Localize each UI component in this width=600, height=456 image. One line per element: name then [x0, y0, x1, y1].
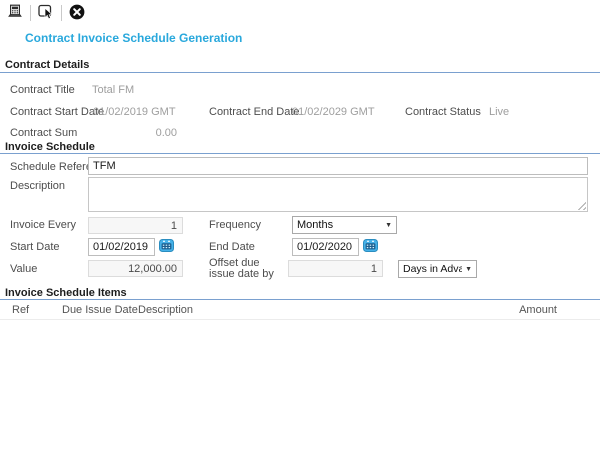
- start-date-input[interactable]: [88, 238, 155, 256]
- chevron-down-icon: ▼: [465, 265, 472, 273]
- section-header-invoice-schedule: Invoice Schedule: [5, 141, 95, 153]
- frequency-selected-value: Months: [297, 219, 334, 231]
- contract-status-value: Live: [489, 106, 510, 118]
- calendar-icon: [158, 239, 174, 255]
- contract-title-label: Contract Title: [10, 84, 75, 96]
- select-mode-button[interactable]: [35, 4, 57, 22]
- table-header-divider: [0, 319, 600, 320]
- contract-status-label: Contract Status: [405, 106, 481, 118]
- calendar-icon: [362, 239, 378, 255]
- end-date-calendar-button[interactable]: [362, 239, 378, 253]
- toolbar-separator: [61, 5, 62, 21]
- textarea-resize-handle[interactable]: [577, 201, 586, 210]
- chevron-down-icon: ▼: [385, 221, 392, 229]
- section-header-contract-details: Contract Details: [5, 59, 90, 71]
- value-label: Value: [10, 263, 38, 275]
- column-header-amount: Amount: [519, 304, 557, 316]
- column-header-description: Description: [138, 304, 194, 316]
- calculator-icon: [6, 3, 24, 23]
- contract-sum-label: Contract Sum: [10, 127, 78, 139]
- contract-start-date-label: Contract Start Date: [10, 106, 105, 118]
- description-label: Description: [10, 180, 66, 192]
- value-input[interactable]: [88, 260, 183, 277]
- offset-unit-selected-value: Days in Advance: [403, 263, 463, 275]
- contract-sum-value: 0.00: [155, 127, 177, 139]
- invoice-every-input[interactable]: [88, 217, 183, 234]
- frequency-label: Frequency: [209, 219, 261, 231]
- generate-schedule-button[interactable]: [4, 4, 26, 22]
- column-header-ref: Ref: [12, 304, 30, 316]
- end-date-input[interactable]: [292, 238, 359, 256]
- section-header-invoice-schedule-items: Invoice Schedule Items: [5, 287, 127, 299]
- schedule-reference-label: Schedule Reference: [10, 161, 110, 173]
- start-date-label: Start Date: [10, 241, 60, 253]
- section-divider: [0, 153, 600, 154]
- contract-end-date-label: Contract End Date: [209, 106, 300, 118]
- toolbar-separator: [30, 5, 31, 21]
- close-button[interactable]: [66, 4, 88, 22]
- invoice-every-label: Invoice Every: [10, 219, 77, 231]
- schedule-reference-input[interactable]: [88, 157, 588, 175]
- contract-end-date-value: 01/02/2029 GMT: [292, 106, 375, 118]
- section-divider: [0, 299, 600, 300]
- contract-title-value: Total FM: [92, 84, 135, 96]
- page-title: Contract Invoice Schedule Generation: [25, 31, 243, 45]
- description-textarea[interactable]: [88, 177, 588, 212]
- start-date-calendar-button[interactable]: [158, 239, 174, 253]
- column-header-due-issue-date: Due Issue Date: [62, 304, 138, 316]
- end-date-label: End Date: [209, 241, 255, 253]
- offset-due-issue-input[interactable]: [288, 260, 383, 277]
- close-icon: [69, 4, 85, 23]
- offset-due-issue-label: Offset due issue date by: [209, 257, 274, 280]
- contract-start-date-value: 01/02/2019 GMT: [93, 106, 176, 118]
- frequency-select[interactable]: Months ▼: [292, 216, 397, 234]
- offset-unit-select[interactable]: Days in Advance ▼: [398, 260, 477, 278]
- toolbar: [4, 4, 88, 22]
- section-divider: [0, 72, 600, 73]
- select-icon: [37, 4, 55, 23]
